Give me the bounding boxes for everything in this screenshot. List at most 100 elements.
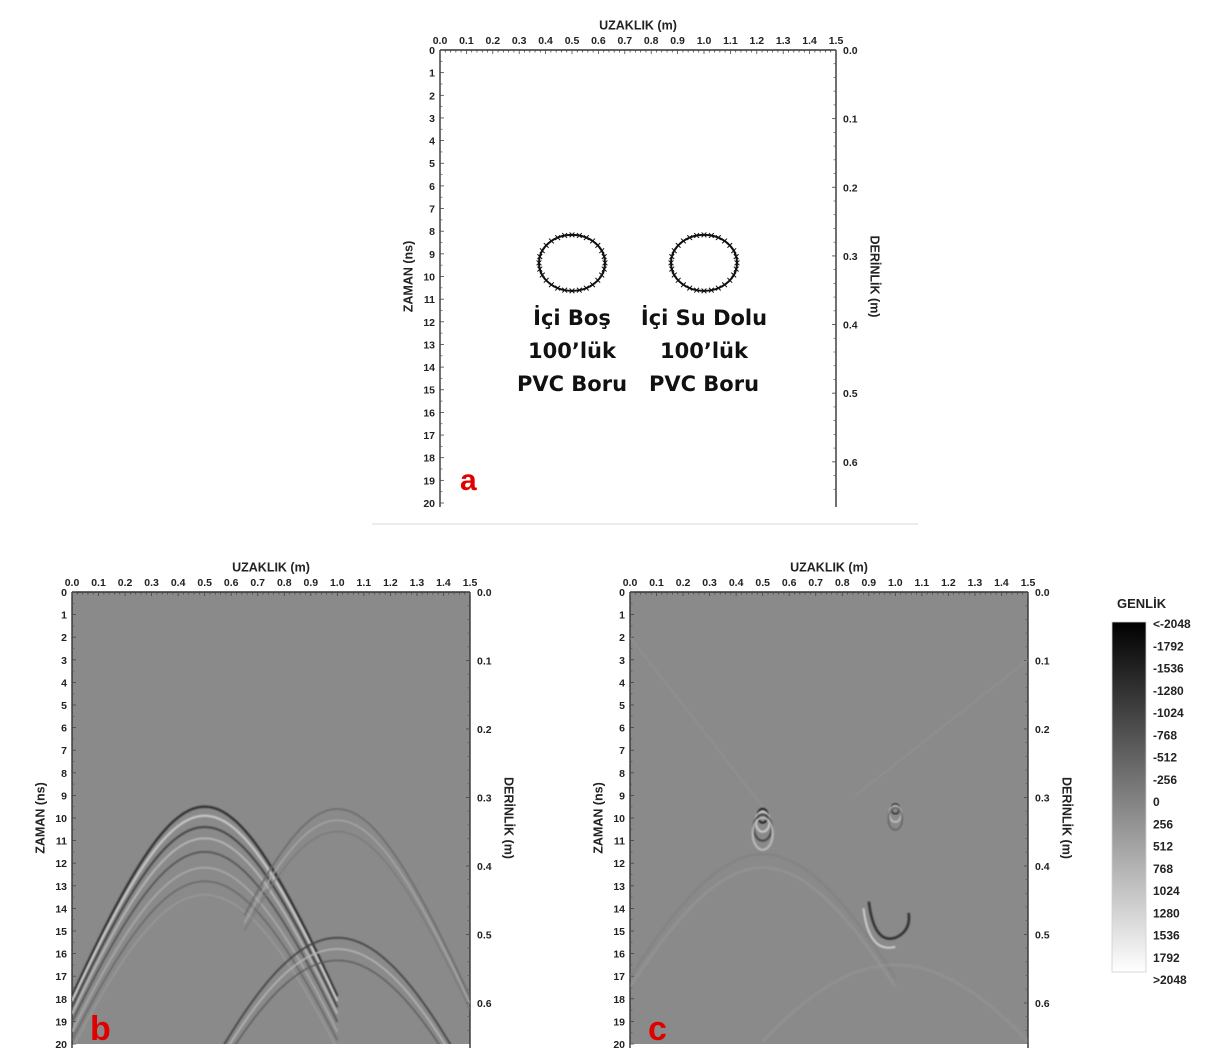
colorbar-label: -512 bbox=[1153, 751, 1177, 765]
pipe-node-marker bbox=[686, 234, 693, 241]
panel-b-depth-tick-label: 0.0 bbox=[477, 587, 492, 599]
panel-b-time-tick-label: 17 bbox=[55, 971, 67, 983]
panel-c-x-tick-label: 0.9 bbox=[861, 577, 876, 589]
panel-c-time-tick-label: 8 bbox=[619, 768, 625, 780]
panel-b-depth-tick-label: 0.2 bbox=[477, 724, 492, 736]
colorbar-gradient bbox=[1111, 621, 1147, 973]
pipe-node-marker bbox=[734, 260, 740, 266]
panel-c-time-tick-label: 12 bbox=[613, 858, 625, 870]
panel-c-x-tick-label: 0.0 bbox=[623, 577, 638, 589]
panel-a-depth-tick-label: 0.0 bbox=[843, 45, 858, 57]
panel-a-x-tick-label: 1.5 bbox=[829, 35, 844, 47]
pipe-node-marker bbox=[733, 266, 739, 272]
pipe-node-marker bbox=[715, 234, 722, 241]
panel-a-x-tick-label: 1.4 bbox=[802, 35, 817, 47]
panel-c-time-tick-label: 0 bbox=[619, 587, 625, 599]
panel-b-time-tick-label: 1 bbox=[61, 610, 67, 622]
panel-c-depth-tick-label: 0.6 bbox=[1035, 998, 1050, 1010]
pipe-node-marker bbox=[733, 253, 739, 260]
panel-a-time-tick-label: 5 bbox=[429, 158, 435, 170]
panel-a-time-tick-label: 20 bbox=[423, 498, 435, 510]
panel-b-x-axis-title: UZAKLIK (m) bbox=[232, 561, 310, 575]
pipe-node-marker bbox=[548, 238, 555, 244]
panel-a-x-tick-label: 0.9 bbox=[670, 35, 685, 47]
panel-c-residual-arc bbox=[762, 964, 1028, 1043]
panel-c-x-tick-label: 1.2 bbox=[941, 577, 956, 589]
panel-a-x-tick-label: 1.2 bbox=[749, 35, 764, 47]
panel-c-depth-tick-label: 0.3 bbox=[1035, 792, 1050, 804]
panel-a-depth-tick-label: 0.4 bbox=[843, 320, 858, 332]
panel-a-time-tick-label: 10 bbox=[423, 271, 435, 283]
panel-c-time-tick-label: 10 bbox=[613, 813, 625, 825]
panel-a-time-tick-label: 14 bbox=[423, 362, 435, 374]
panel-c-x-tick-label: 0.7 bbox=[808, 577, 823, 589]
panel-c-x-tick-label: 0.8 bbox=[835, 577, 850, 589]
panel-a-time-tick-label: 13 bbox=[423, 339, 435, 351]
panel-c-time-tick-label: 6 bbox=[619, 723, 625, 735]
pipe-node-marker bbox=[693, 287, 700, 293]
panel-b-hyperbola-empty-pipe bbox=[72, 805, 339, 997]
panel-b-time-tick-label: 10 bbox=[55, 813, 67, 825]
pipe-node-marker bbox=[601, 266, 607, 272]
panel-b-time-tick-label: 2 bbox=[61, 632, 67, 644]
panel-c-label: c bbox=[648, 1010, 667, 1048]
panel-c-residual-arc bbox=[630, 636, 764, 808]
colorbar-label: -1536 bbox=[1153, 662, 1184, 676]
panel-b-depth-tick-label: 0.4 bbox=[477, 861, 492, 873]
panel-b-x-tick-label: 1.2 bbox=[383, 577, 398, 589]
colorbar-label: 768 bbox=[1153, 862, 1173, 876]
pipe-node-marker bbox=[701, 232, 707, 238]
panel-b-hyperbola-empty-pipe bbox=[72, 825, 339, 1008]
panel-b-hyperbola-empty-pipe bbox=[72, 814, 339, 1002]
panel-a-time-tick-label: 0 bbox=[429, 45, 435, 57]
panel-b-x-tick-label: 0.0 bbox=[65, 577, 80, 589]
panel-c-time-tick-label: 13 bbox=[613, 881, 625, 893]
pipe-node-marker bbox=[721, 281, 728, 288]
panel-b-data-area bbox=[72, 592, 470, 1044]
panel-b-x-tick-label: 0.8 bbox=[277, 577, 292, 589]
panel-b-time-tick-label: 18 bbox=[55, 994, 67, 1006]
panel-b-depth-axis-title: DERİNLİK (m) bbox=[502, 777, 517, 859]
panel-b-x-tick-label: 0.4 bbox=[171, 577, 186, 589]
panel-b-time-tick-label: 3 bbox=[61, 655, 67, 667]
panel-b-time-tick-label: 20 bbox=[55, 1039, 67, 1051]
colorbar-title: GENLİK bbox=[1117, 596, 1167, 611]
panel-b-time-tick-label: 15 bbox=[55, 926, 67, 938]
pipe-node-marker bbox=[671, 247, 678, 254]
pipe-annotation-line: 100’lük bbox=[660, 339, 749, 363]
pipe-cross-section bbox=[538, 233, 606, 292]
panel-c-reflections bbox=[630, 636, 1028, 1043]
panel-a-time-tick-label: 9 bbox=[429, 249, 435, 261]
panel-a-depth-axis-title: DERİNLİK (m) bbox=[868, 236, 883, 318]
panel-c-depth-tick-label: 0.2 bbox=[1035, 724, 1050, 736]
pipe-node-marker bbox=[598, 272, 605, 278]
colorbar-label: 1024 bbox=[1153, 884, 1180, 898]
panel-a-time-tick-label: 17 bbox=[423, 430, 435, 442]
pipe-node-marker bbox=[561, 287, 568, 293]
pipe-node-marker bbox=[675, 277, 681, 284]
pipe-node-marker bbox=[543, 277, 549, 284]
panel-c-artefact bbox=[862, 908, 896, 949]
panel-b-x-tick-label: 0.2 bbox=[118, 577, 133, 589]
panel-b-time-tick-label: 7 bbox=[61, 745, 67, 757]
pipe-node-marker bbox=[669, 266, 675, 272]
panel-b-time-tick-label: 19 bbox=[55, 1016, 67, 1028]
panel-a-x-tick-label: 1.0 bbox=[697, 35, 712, 47]
panel-a-time-tick-label: 2 bbox=[429, 90, 435, 102]
panel-b-time-tick-label: 12 bbox=[55, 858, 67, 870]
pipe-node-marker bbox=[561, 232, 568, 239]
pipe-node-marker bbox=[539, 247, 546, 254]
panel-c-x-tick-label: 1.5 bbox=[1021, 577, 1036, 589]
panel-c-time-tick-label: 20 bbox=[613, 1039, 625, 1051]
panel-c-x-tick-label: 0.2 bbox=[676, 577, 691, 589]
pipe-node-marker bbox=[693, 232, 700, 239]
panel-b-time-tick-label: 4 bbox=[61, 677, 67, 689]
pipe-node-marker bbox=[708, 287, 715, 293]
pipe-node-marker bbox=[668, 260, 674, 266]
pipe-node-marker bbox=[583, 234, 590, 241]
panel-c-focused-empty-pipe bbox=[751, 816, 774, 851]
pipe-node-marker bbox=[730, 272, 737, 278]
panel-a-time-tick-label: 12 bbox=[423, 317, 435, 329]
pipe-node-marker bbox=[686, 285, 693, 291]
